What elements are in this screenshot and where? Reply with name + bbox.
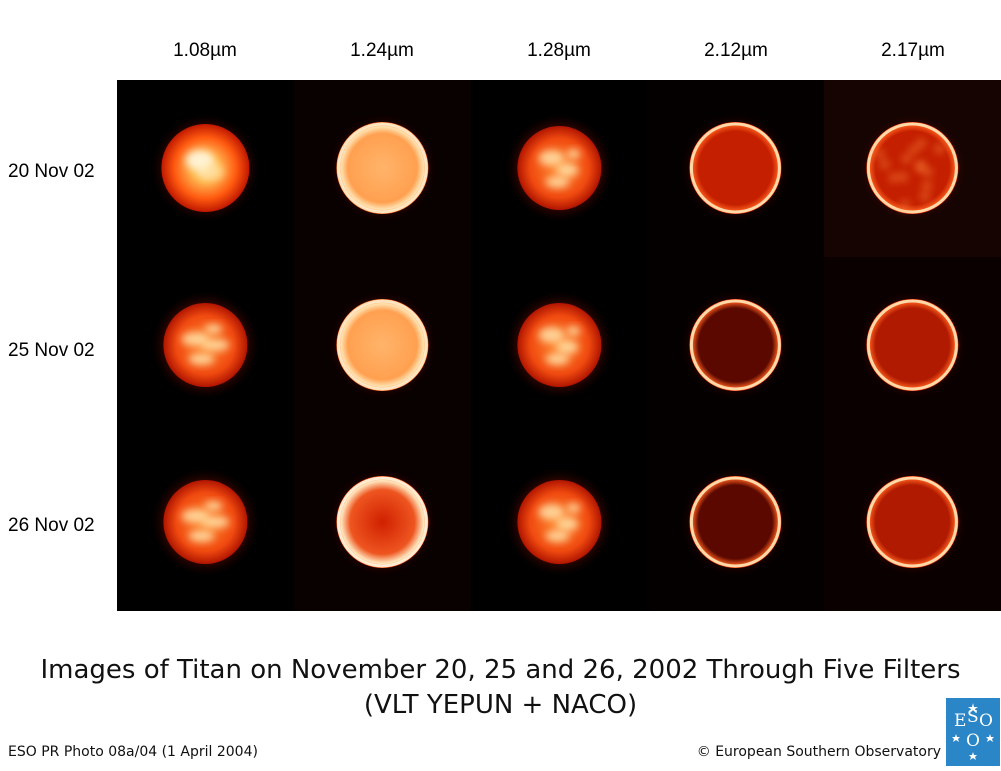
titan-image-r2-c4 xyxy=(647,257,825,434)
titan-disk xyxy=(326,112,439,224)
titan-disk xyxy=(326,289,439,401)
titan-image-r1-c5 xyxy=(824,80,1001,257)
caption-subtitle: (VLT YEPUN + NACO) xyxy=(363,690,638,720)
filter-label-5: 2.17µm xyxy=(881,40,945,61)
filter-label-3: 1.28µm xyxy=(527,40,591,61)
titan-disk xyxy=(502,112,615,224)
titan-disk xyxy=(856,466,969,578)
titan-disk xyxy=(856,289,969,401)
date-label-2: 25 Nov 02 xyxy=(8,340,95,361)
svg-text:S: S xyxy=(967,707,979,727)
titan-image-grid xyxy=(117,80,1001,611)
titan-image-r2-c5 xyxy=(824,257,1001,434)
filter-label-2: 1.24µm xyxy=(350,40,414,61)
titan-image-r1-c1 xyxy=(117,80,294,257)
caption-title: Images of Titan on November 20, 25 and 2… xyxy=(40,655,961,685)
titan-disk xyxy=(856,112,969,224)
titan-image-r3-c1 xyxy=(117,434,294,611)
titan-disk xyxy=(679,289,792,401)
titan-image-r2-c3 xyxy=(470,257,648,434)
titan-image-r2-c1 xyxy=(117,257,294,434)
titan-image-r3-c5 xyxy=(824,434,1001,611)
titan-disk xyxy=(679,466,792,578)
filter-label-1: 1.08µm xyxy=(173,40,237,61)
titan-image-r3-c2 xyxy=(293,434,471,611)
titan-image-r1-c2 xyxy=(293,80,471,257)
svg-text:O: O xyxy=(966,731,980,751)
titan-image-r3-c4 xyxy=(647,434,825,611)
photo-id: ESO PR Photo 08a/04 (1 April 2004) xyxy=(8,744,258,760)
eso-logo-graphic: E S O O xyxy=(946,698,1000,766)
titan-disk xyxy=(679,112,792,224)
titan-image-r2-c2 xyxy=(293,257,471,434)
titan-disk xyxy=(149,112,262,224)
filter-label-4: 2.12µm xyxy=(704,40,768,61)
titan-disk xyxy=(502,466,615,578)
svg-text:O: O xyxy=(979,711,993,731)
titan-image-r3-c3 xyxy=(470,434,648,611)
copyright: © European Southern Observatory xyxy=(696,744,941,760)
date-label-1: 20 Nov 02 xyxy=(8,161,95,182)
titan-image-r1-c3 xyxy=(470,80,648,257)
titan-disk xyxy=(326,466,439,578)
titan-disk xyxy=(149,289,262,401)
svg-text:E: E xyxy=(954,711,966,731)
eso-logo: E S O O xyxy=(946,698,1000,766)
titan-disk xyxy=(149,466,262,578)
titan-image-r1-c4 xyxy=(647,80,825,257)
titan-disk xyxy=(502,289,615,401)
date-label-3: 26 Nov 02 xyxy=(8,515,95,536)
